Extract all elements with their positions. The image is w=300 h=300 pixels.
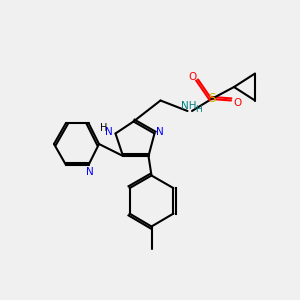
Text: O: O [233,98,242,108]
Text: N: N [105,127,113,137]
Text: S: S [208,92,216,105]
Text: O: O [188,71,197,82]
Text: N: N [86,167,94,177]
Text: H: H [196,105,202,114]
Text: NH: NH [181,100,197,111]
Text: N: N [156,127,164,137]
Text: H: H [100,123,108,133]
